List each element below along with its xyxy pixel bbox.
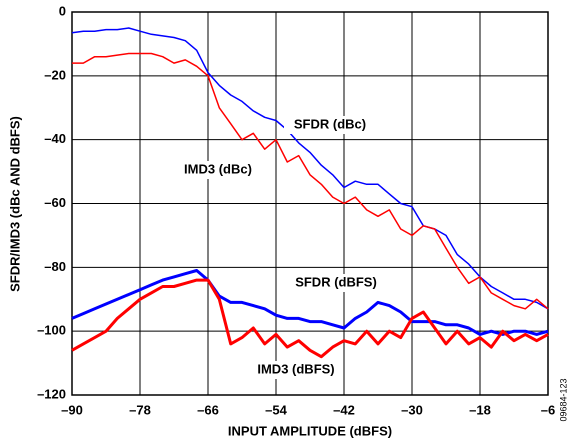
series-line (71, 269, 549, 336)
y-tick-label: –20 (44, 67, 66, 82)
x-axis-label: INPUT AMPLITUDE (dBFS) (228, 423, 392, 438)
x-tick-label: –30 (401, 402, 423, 417)
y-tick-label: –60 (44, 195, 66, 210)
annotation-bg (250, 361, 342, 379)
series-line (71, 278, 549, 359)
annotation-bg (290, 274, 382, 292)
series-line (72, 52, 549, 310)
annotation-bg (172, 161, 264, 179)
annotation-bg (284, 116, 376, 134)
y-tick-label: –100 (37, 323, 66, 338)
series-line (71, 27, 549, 310)
annotation: IMD3 (dBc) (184, 161, 252, 176)
x-tick-label: –18 (469, 402, 491, 417)
x-tick-label: –54 (265, 402, 287, 417)
y-tick-label: –120 (37, 386, 66, 401)
annotation: SFDR (dBFS) (295, 274, 377, 289)
x-tick-label: –6 (541, 402, 555, 417)
y-tick-label: 0 (59, 3, 66, 18)
y-tick-label: –80 (44, 259, 66, 274)
figure-code: 09684-123 (558, 378, 568, 421)
annotation: SFDR (dBc) (294, 116, 366, 131)
plot-frame (71, 11, 549, 396)
x-tick-label: –66 (197, 402, 219, 417)
y-axis-label: SFDR/IMD3 (dBc AND dBFS) (7, 116, 22, 292)
y-tick-label: –40 (44, 131, 66, 146)
annotation: IMD3 (dBFS) (257, 361, 334, 376)
x-tick-label: –42 (333, 402, 355, 417)
x-tick-label: –78 (129, 402, 151, 417)
x-tick-label: –90 (61, 402, 83, 417)
